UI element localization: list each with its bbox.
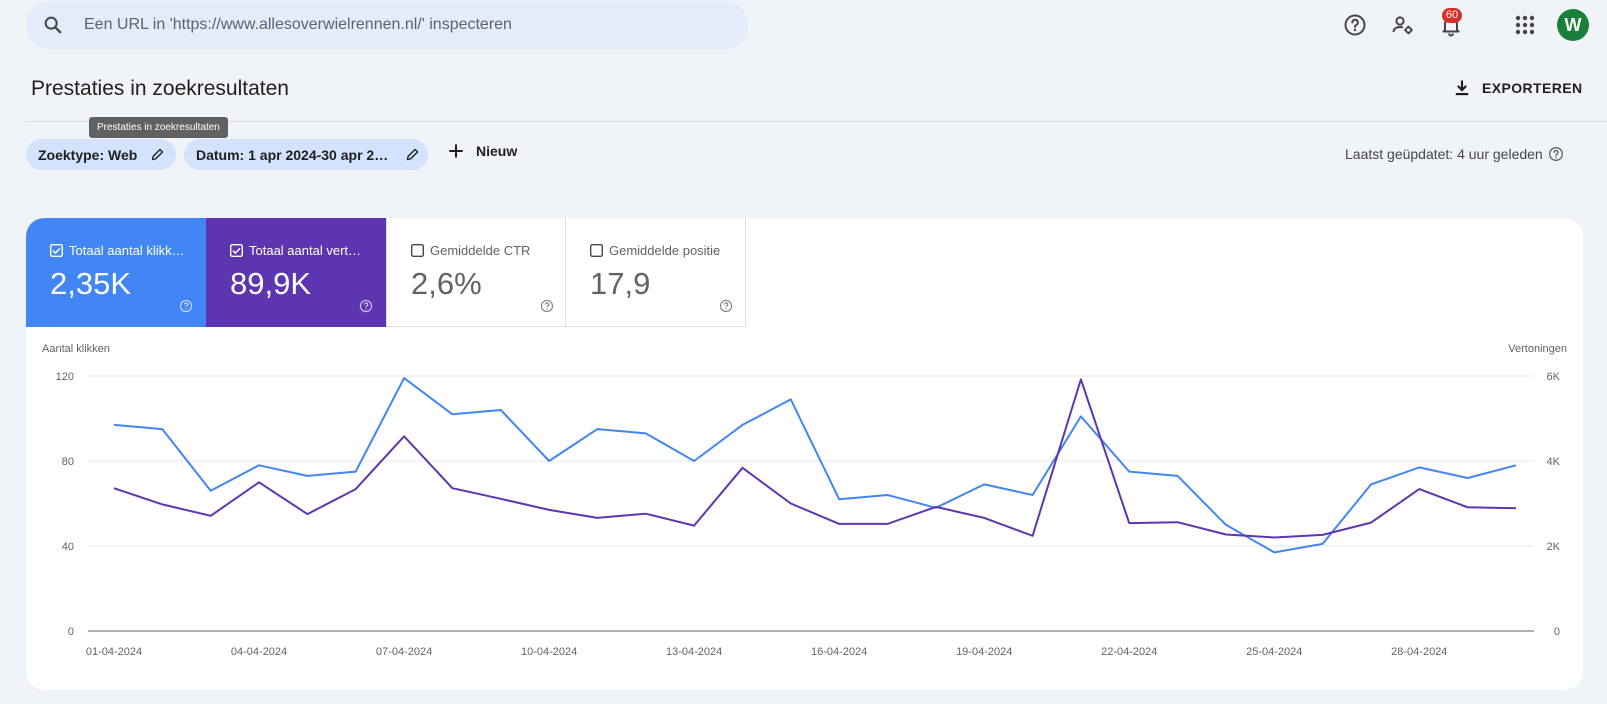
apps-grid-icon[interactable]: [1513, 13, 1537, 37]
x-tick-label: 25-04-2024: [1246, 646, 1302, 658]
metric-label: Gemiddelde CTR: [411, 243, 546, 258]
filter-chip-search-type[interactable]: Zoektype: Web: [26, 139, 176, 170]
y-tick-label: 120: [56, 371, 74, 383]
notification-badge: 60: [1442, 8, 1462, 23]
x-tick-label: 07-04-2024: [376, 646, 432, 658]
help-icon[interactable]: [179, 299, 193, 313]
export-label: EXPORTEREN: [1482, 80, 1583, 96]
metric-label: Gemiddelde positie: [590, 243, 725, 258]
search-icon: [44, 16, 62, 34]
header-divider: [26, 121, 1607, 122]
y-tick-label: 80: [62, 456, 74, 468]
clicks-series-line: [113, 377, 1517, 554]
x-tick-label: 04-04-2024: [231, 646, 287, 658]
edit-icon[interactable]: [150, 147, 165, 162]
checkbox-checked-icon[interactable]: [50, 244, 63, 257]
metric-label: Totaal aantal klikk…: [50, 243, 185, 258]
impressions-series-line: [113, 378, 1517, 539]
checkbox-unchecked-icon[interactable]: [411, 244, 424, 257]
filter-date-label: Datum: 1 apr 2024-30 apr 2…: [196, 146, 389, 163]
x-tick-label: 13-04-2024: [666, 646, 722, 658]
y-tick-label: 40: [62, 541, 74, 553]
metric-value: 2,6%: [411, 266, 482, 301]
filter-search-type-label: Zoektype: Web: [38, 146, 138, 163]
help-icon[interactable]: [359, 299, 373, 313]
edit-icon[interactable]: [405, 147, 420, 162]
download-icon: [1455, 80, 1469, 96]
last-updated: Laatst geüpdatet: 4 uur geleden: [1345, 146, 1564, 162]
metric-total-impressions[interactable]: Totaal aantal vert… 89,9K: [206, 218, 386, 327]
y2-tick-label: 4K: [1547, 456, 1561, 468]
y2-tick-label: 2K: [1547, 541, 1561, 553]
metric-value: 89,9K: [230, 266, 312, 301]
last-updated-text: Laatst geüpdatet: 4 uur geleden: [1345, 146, 1543, 162]
help-icon[interactable]: [719, 299, 733, 313]
search-bar[interactable]: Een URL in 'https://www.allesoverwielren…: [26, 1, 748, 49]
performance-card: Totaal aantal klikk… 2,35K Totaal aantal…: [26, 218, 1583, 690]
y2-tick-label: 0: [1554, 626, 1560, 638]
x-tick-label: 28-04-2024: [1391, 646, 1447, 658]
tooltip: Prestaties in zoekresultaten: [89, 117, 228, 138]
plus-icon: [449, 144, 463, 158]
x-tick-label: 10-04-2024: [521, 646, 577, 658]
checkbox-checked-icon[interactable]: [230, 244, 243, 257]
metric-value: 2,35K: [50, 266, 132, 301]
metric-label: Totaal aantal vert…: [230, 243, 365, 258]
x-tick-label: 22-04-2024: [1101, 646, 1157, 658]
search-input[interactable]: Een URL in 'https://www.allesoverwielren…: [84, 16, 512, 33]
avatar[interactable]: W: [1557, 9, 1589, 41]
export-button[interactable]: EXPORTEREN: [1452, 78, 1582, 98]
help-icon[interactable]: [1343, 13, 1367, 37]
user-settings-icon[interactable]: [1391, 13, 1415, 37]
new-filter-button[interactable]: Nieuw: [446, 141, 517, 161]
y2-axis-label: Vertoningen: [1508, 343, 1567, 355]
page-title: Prestaties in zoekresultaten: [31, 77, 289, 100]
help-icon[interactable]: [1548, 146, 1564, 162]
metric-total-clicks[interactable]: Totaal aantal klikk… 2,35K: [26, 218, 206, 327]
filter-chip-date[interactable]: Datum: 1 apr 2024-30 apr 2…: [184, 139, 428, 170]
metric-value: 17,9: [590, 266, 651, 301]
performance-chart[interactable]: 0 0 40 2K 80 4K 120 6K Aantal klikken Vertoningen…: [26, 328, 1583, 690]
x-tick-label: 16-04-2024: [811, 646, 867, 658]
metric-average-ctr[interactable]: Gemiddelde CTR 2,6%: [386, 218, 566, 327]
x-tick-label: 19-04-2024: [956, 646, 1012, 658]
checkbox-unchecked-icon[interactable]: [590, 244, 603, 257]
help-icon[interactable]: [540, 299, 554, 313]
y-tick-label: 0: [68, 626, 74, 638]
new-filter-label: Nieuw: [476, 143, 518, 159]
metric-average-position[interactable]: Gemiddelde positie 17,9: [566, 218, 746, 327]
y2-tick-label: 6K: [1547, 371, 1561, 383]
y-axis-label: Aantal klikken: [42, 343, 110, 355]
x-tick-label: 01-04-2024: [86, 646, 142, 658]
